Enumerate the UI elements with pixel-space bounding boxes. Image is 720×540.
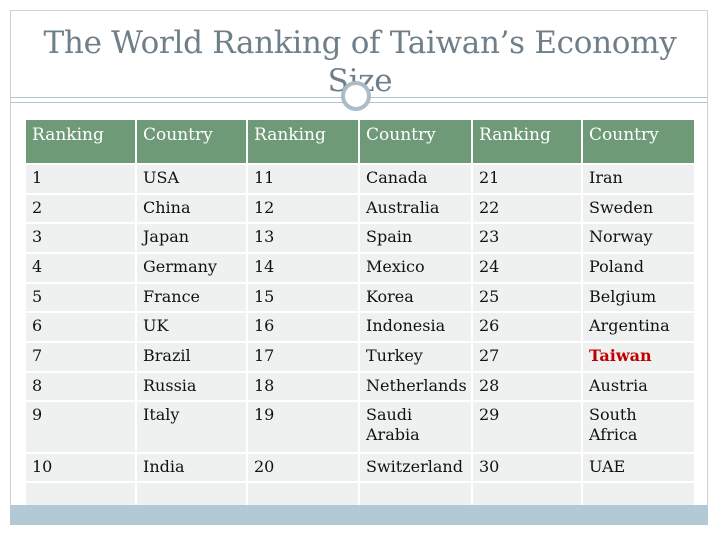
rank-cell: 4 bbox=[24, 252, 137, 284]
country-cell: Brazil bbox=[135, 341, 248, 373]
rank-cell: 20 bbox=[246, 451, 360, 484]
table-row: 1 USA 11 Canada 21 Iran bbox=[24, 163, 696, 195]
table-row: 10 India 20 Switzerland 30 UAE bbox=[24, 451, 696, 484]
country-cell: South Africa bbox=[581, 400, 696, 454]
country-cell: Korea bbox=[358, 281, 473, 314]
table-row: 3 Japan 13 Spain 23 Norway bbox=[24, 222, 696, 255]
rank-cell: 29 bbox=[471, 400, 583, 454]
country-cell: Russia bbox=[135, 370, 248, 403]
rank-cell: 2 bbox=[24, 192, 137, 225]
country-cell: Sweden bbox=[581, 192, 696, 225]
rank-cell: 5 bbox=[24, 281, 137, 314]
rank-cell: 24 bbox=[471, 252, 583, 284]
rank-cell: 30 bbox=[471, 451, 583, 484]
title-divider-circle bbox=[341, 81, 371, 111]
country-cell: India bbox=[135, 451, 248, 484]
ranking-table: Ranking Country Ranking Country Ranking … bbox=[24, 118, 696, 512]
rank-cell: 15 bbox=[246, 281, 360, 314]
country-cell: Canada bbox=[358, 163, 473, 195]
country-cell: Norway bbox=[581, 222, 696, 255]
rank-cell: 10 bbox=[24, 451, 137, 484]
country-cell: Mexico bbox=[358, 252, 473, 284]
header-ranking-2: Ranking bbox=[246, 118, 360, 165]
header-country-1: Country bbox=[135, 118, 248, 165]
country-cell: Italy bbox=[135, 400, 248, 454]
country-cell: Germany bbox=[135, 252, 248, 284]
rank-cell: 12 bbox=[246, 192, 360, 225]
rank-cell: 26 bbox=[471, 311, 583, 344]
country-cell: Australia bbox=[358, 192, 473, 225]
rank-cell: 23 bbox=[471, 222, 583, 255]
country-cell: USA bbox=[135, 163, 248, 195]
country-cell: Japan bbox=[135, 222, 248, 255]
table-row: 7 Brazil 17 Turkey 27 Taiwan bbox=[24, 341, 696, 373]
country-cell: Spain bbox=[358, 222, 473, 255]
ranking-table-container: Ranking Country Ranking Country Ranking … bbox=[24, 118, 696, 512]
table-row: 8 Russia 18 Netherlands 28 Austria bbox=[24, 370, 696, 403]
rank-cell: 16 bbox=[246, 311, 360, 344]
rank-cell: 6 bbox=[24, 311, 137, 344]
header-ranking-1: Ranking bbox=[24, 118, 137, 165]
rank-cell: 21 bbox=[471, 163, 583, 195]
table-row: 6 UK 16 Indonesia 26 Argentina bbox=[24, 311, 696, 344]
country-cell: Switzerland bbox=[358, 451, 473, 484]
rank-cell: 28 bbox=[471, 370, 583, 403]
country-cell: Poland bbox=[581, 252, 696, 284]
country-cell: Netherlands bbox=[358, 370, 473, 403]
rank-cell: 22 bbox=[471, 192, 583, 225]
table-row: 5 France 15 Korea 25 Belgium bbox=[24, 281, 696, 314]
table-row: 9 Italy 19 Saudi Arabia 29 South Africa bbox=[24, 400, 696, 454]
country-cell: Saudi Arabia bbox=[358, 400, 473, 454]
header-ranking-3: Ranking bbox=[471, 118, 583, 165]
rank-cell: 13 bbox=[246, 222, 360, 255]
rank-cell: 14 bbox=[246, 252, 360, 284]
footer-bar bbox=[10, 505, 708, 525]
table-row: 2 China 12 Australia 22 Sweden bbox=[24, 192, 696, 225]
slide-title: The World Ranking of Taiwan’s Economy Si… bbox=[43, 25, 677, 99]
country-cell: France bbox=[135, 281, 248, 314]
rank-cell: 3 bbox=[24, 222, 137, 255]
rank-cell: 17 bbox=[246, 341, 360, 373]
country-cell: China bbox=[135, 192, 248, 225]
country-cell: Iran bbox=[581, 163, 696, 195]
rank-cell: 9 bbox=[24, 400, 137, 454]
rank-cell: 7 bbox=[24, 341, 137, 373]
header-country-3: Country bbox=[581, 118, 696, 165]
highlighted-country-cell: Taiwan bbox=[581, 341, 696, 373]
country-cell: Turkey bbox=[358, 341, 473, 373]
country-cell: Indonesia bbox=[358, 311, 473, 344]
country-cell: Argentina bbox=[581, 311, 696, 344]
header-country-2: Country bbox=[358, 118, 473, 165]
table-header-row: Ranking Country Ranking Country Ranking … bbox=[24, 118, 696, 165]
country-cell: UK bbox=[135, 311, 248, 344]
table-row: 4 Germany 14 Mexico 24 Poland bbox=[24, 252, 696, 284]
rank-cell: 11 bbox=[246, 163, 360, 195]
country-cell: Austria bbox=[581, 370, 696, 403]
rank-cell: 27 bbox=[471, 341, 583, 373]
rank-cell: 25 bbox=[471, 281, 583, 314]
rank-cell: 8 bbox=[24, 370, 137, 403]
rank-cell: 18 bbox=[246, 370, 360, 403]
rank-cell: 19 bbox=[246, 400, 360, 454]
rank-cell: 1 bbox=[24, 163, 137, 195]
country-cell: Belgium bbox=[581, 281, 696, 314]
country-cell: UAE bbox=[581, 451, 696, 484]
